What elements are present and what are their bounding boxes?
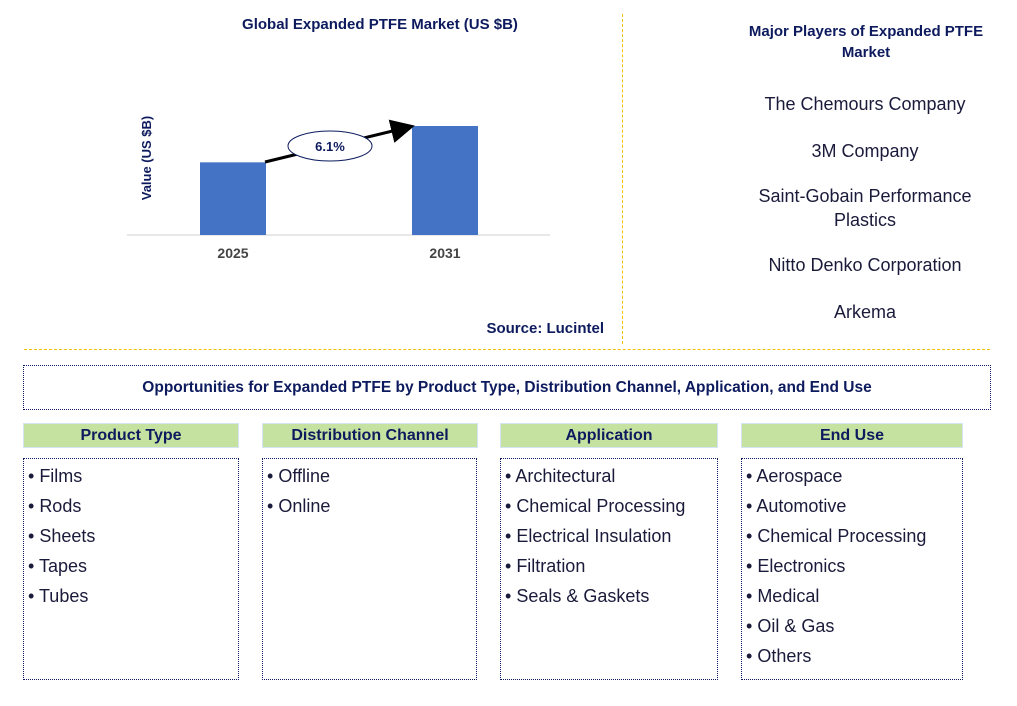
player-item: Nitto Denko Corporation — [768, 255, 962, 275]
list-item: Filtration — [505, 551, 717, 581]
player-item: Saint-Gobain Performance Plastics — [758, 186, 972, 230]
list-item: Offline — [267, 461, 476, 491]
distribution-channel-list: Offline Online — [262, 458, 477, 680]
bar-2031 — [412, 126, 478, 235]
cagr-label: 6.1% — [315, 139, 345, 154]
list-item: Chemical Processing — [746, 521, 962, 551]
list-item: Oil & Gas — [746, 611, 962, 641]
divider-vertical — [622, 14, 623, 344]
list-item: Medical — [746, 581, 962, 611]
application-list: Architectural Chemical Processing Electr… — [500, 458, 718, 680]
list-item: Films — [28, 461, 238, 491]
bar-2025 — [200, 162, 266, 235]
opportunities-title: Opportunities for Expanded PTFE by Produ… — [142, 379, 872, 396]
source-label: Source: Lucintel — [486, 320, 604, 337]
list-item: Architectural — [505, 461, 717, 491]
x-tick-label: 2031 — [429, 245, 460, 261]
list-item: Tubes — [28, 581, 238, 611]
x-tick-label: 2025 — [217, 245, 248, 261]
list-item: Electrical Insulation — [505, 521, 717, 551]
y-axis-label: Value (US $B) — [139, 116, 154, 201]
cagr-ellipse — [287, 130, 373, 162]
product-type-list: Films Rods Sheets Tapes Tubes — [23, 458, 239, 680]
category-header-distribution-channel: Distribution Channel — [262, 423, 478, 448]
list-item: Tapes — [28, 551, 238, 581]
list-item: Seals & Gaskets — [505, 581, 717, 611]
list-item: Online — [267, 491, 476, 521]
list-item: Electronics — [746, 551, 962, 581]
player-item: The Chemours Company — [764, 94, 966, 114]
list-item: Rods — [28, 491, 238, 521]
category-header-application: Application — [500, 423, 718, 448]
category-header-product-type: Product Type — [23, 423, 239, 448]
category-header-end-use: End Use — [741, 423, 963, 448]
list-item: Others — [746, 641, 962, 671]
end-use-list: Aerospace Automotive Chemical Processing… — [741, 458, 963, 680]
list-item: Chemical Processing — [505, 491, 717, 521]
players-title: Major Players of Expanded PTFE Market — [748, 23, 984, 61]
list-item: Automotive — [746, 491, 962, 521]
opportunities-banner: Opportunities for Expanded PTFE by Produ… — [23, 365, 991, 410]
list-item: Aerospace — [746, 461, 962, 491]
player-item: 3M Company — [811, 141, 919, 161]
chart-title: Global Expanded PTFE Market (US $B) — [242, 16, 518, 33]
list-item: Sheets — [28, 521, 238, 551]
bar-chart: Value (US $B) 2025 2031 6.1% — [127, 116, 550, 261]
player-item: Arkema — [833, 302, 896, 322]
divider-horizontal — [24, 349, 990, 350]
